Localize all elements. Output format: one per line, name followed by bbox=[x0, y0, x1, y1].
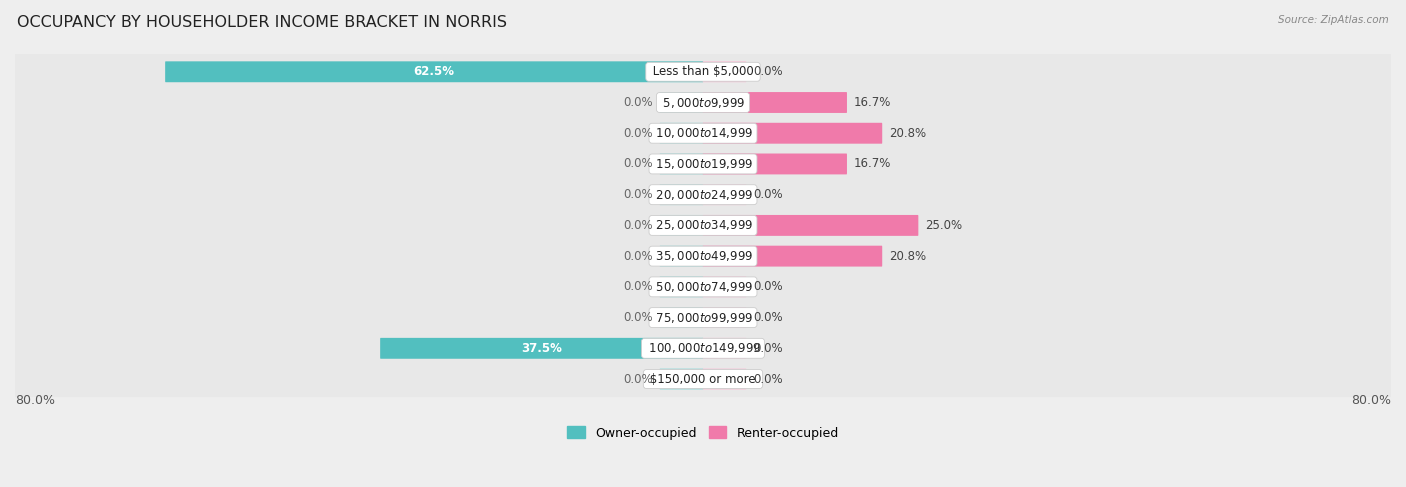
Text: 80.0%: 80.0% bbox=[1351, 394, 1391, 407]
FancyBboxPatch shape bbox=[659, 92, 703, 113]
FancyBboxPatch shape bbox=[659, 215, 703, 236]
FancyBboxPatch shape bbox=[703, 92, 846, 113]
Text: 80.0%: 80.0% bbox=[15, 394, 55, 407]
FancyBboxPatch shape bbox=[703, 184, 747, 205]
FancyBboxPatch shape bbox=[165, 61, 703, 82]
Text: $75,000 to $99,999: $75,000 to $99,999 bbox=[652, 311, 754, 324]
Text: 0.0%: 0.0% bbox=[623, 219, 654, 232]
Text: $5,000 to $9,999: $5,000 to $9,999 bbox=[659, 95, 747, 110]
Text: 20.8%: 20.8% bbox=[889, 127, 927, 140]
FancyBboxPatch shape bbox=[659, 307, 703, 328]
FancyBboxPatch shape bbox=[703, 307, 747, 328]
Text: 0.0%: 0.0% bbox=[623, 188, 654, 201]
FancyBboxPatch shape bbox=[703, 215, 918, 236]
Text: 0.0%: 0.0% bbox=[623, 250, 654, 262]
Text: 0.0%: 0.0% bbox=[623, 127, 654, 140]
FancyBboxPatch shape bbox=[659, 123, 703, 144]
Text: 0.0%: 0.0% bbox=[752, 281, 783, 293]
FancyBboxPatch shape bbox=[703, 61, 747, 82]
FancyBboxPatch shape bbox=[14, 146, 1392, 182]
Text: 20.8%: 20.8% bbox=[889, 250, 927, 262]
Text: 16.7%: 16.7% bbox=[853, 96, 891, 109]
FancyBboxPatch shape bbox=[14, 361, 1392, 397]
FancyBboxPatch shape bbox=[659, 369, 703, 390]
Text: $150,000 or more: $150,000 or more bbox=[647, 373, 759, 386]
FancyBboxPatch shape bbox=[703, 123, 882, 144]
Text: OCCUPANCY BY HOUSEHOLDER INCOME BRACKET IN NORRIS: OCCUPANCY BY HOUSEHOLDER INCOME BRACKET … bbox=[17, 15, 508, 30]
Text: 0.0%: 0.0% bbox=[623, 373, 654, 386]
FancyBboxPatch shape bbox=[14, 115, 1392, 151]
FancyBboxPatch shape bbox=[14, 207, 1392, 244]
Text: $50,000 to $74,999: $50,000 to $74,999 bbox=[652, 280, 754, 294]
FancyBboxPatch shape bbox=[703, 338, 747, 359]
Text: 0.0%: 0.0% bbox=[623, 157, 654, 170]
Text: 0.0%: 0.0% bbox=[752, 342, 783, 355]
Text: $100,000 to $149,999: $100,000 to $149,999 bbox=[644, 341, 762, 356]
FancyBboxPatch shape bbox=[703, 369, 747, 390]
Text: $35,000 to $49,999: $35,000 to $49,999 bbox=[652, 249, 754, 263]
Text: Source: ZipAtlas.com: Source: ZipAtlas.com bbox=[1278, 15, 1389, 25]
FancyBboxPatch shape bbox=[380, 338, 703, 359]
FancyBboxPatch shape bbox=[14, 84, 1392, 121]
Text: 0.0%: 0.0% bbox=[752, 373, 783, 386]
FancyBboxPatch shape bbox=[14, 238, 1392, 274]
FancyBboxPatch shape bbox=[659, 184, 703, 205]
Text: 0.0%: 0.0% bbox=[623, 96, 654, 109]
FancyBboxPatch shape bbox=[14, 300, 1392, 336]
Text: 0.0%: 0.0% bbox=[752, 65, 783, 78]
FancyBboxPatch shape bbox=[14, 177, 1392, 213]
FancyBboxPatch shape bbox=[14, 269, 1392, 305]
Text: 62.5%: 62.5% bbox=[413, 65, 454, 78]
FancyBboxPatch shape bbox=[14, 330, 1392, 366]
Text: $10,000 to $14,999: $10,000 to $14,999 bbox=[652, 126, 754, 140]
Text: 0.0%: 0.0% bbox=[752, 311, 783, 324]
Text: $25,000 to $34,999: $25,000 to $34,999 bbox=[652, 218, 754, 232]
Text: 0.0%: 0.0% bbox=[623, 281, 654, 293]
Text: Less than $5,000: Less than $5,000 bbox=[648, 65, 758, 78]
FancyBboxPatch shape bbox=[659, 153, 703, 174]
FancyBboxPatch shape bbox=[14, 54, 1392, 90]
Text: $15,000 to $19,999: $15,000 to $19,999 bbox=[652, 157, 754, 171]
Text: 0.0%: 0.0% bbox=[752, 188, 783, 201]
Text: 16.7%: 16.7% bbox=[853, 157, 891, 170]
Text: 25.0%: 25.0% bbox=[925, 219, 962, 232]
FancyBboxPatch shape bbox=[703, 277, 747, 297]
FancyBboxPatch shape bbox=[659, 245, 703, 266]
FancyBboxPatch shape bbox=[703, 153, 846, 174]
FancyBboxPatch shape bbox=[703, 245, 882, 266]
Legend: Owner-occupied, Renter-occupied: Owner-occupied, Renter-occupied bbox=[562, 421, 844, 445]
FancyBboxPatch shape bbox=[659, 277, 703, 297]
Text: 0.0%: 0.0% bbox=[623, 311, 654, 324]
Text: 37.5%: 37.5% bbox=[522, 342, 562, 355]
Text: $20,000 to $24,999: $20,000 to $24,999 bbox=[652, 187, 754, 202]
